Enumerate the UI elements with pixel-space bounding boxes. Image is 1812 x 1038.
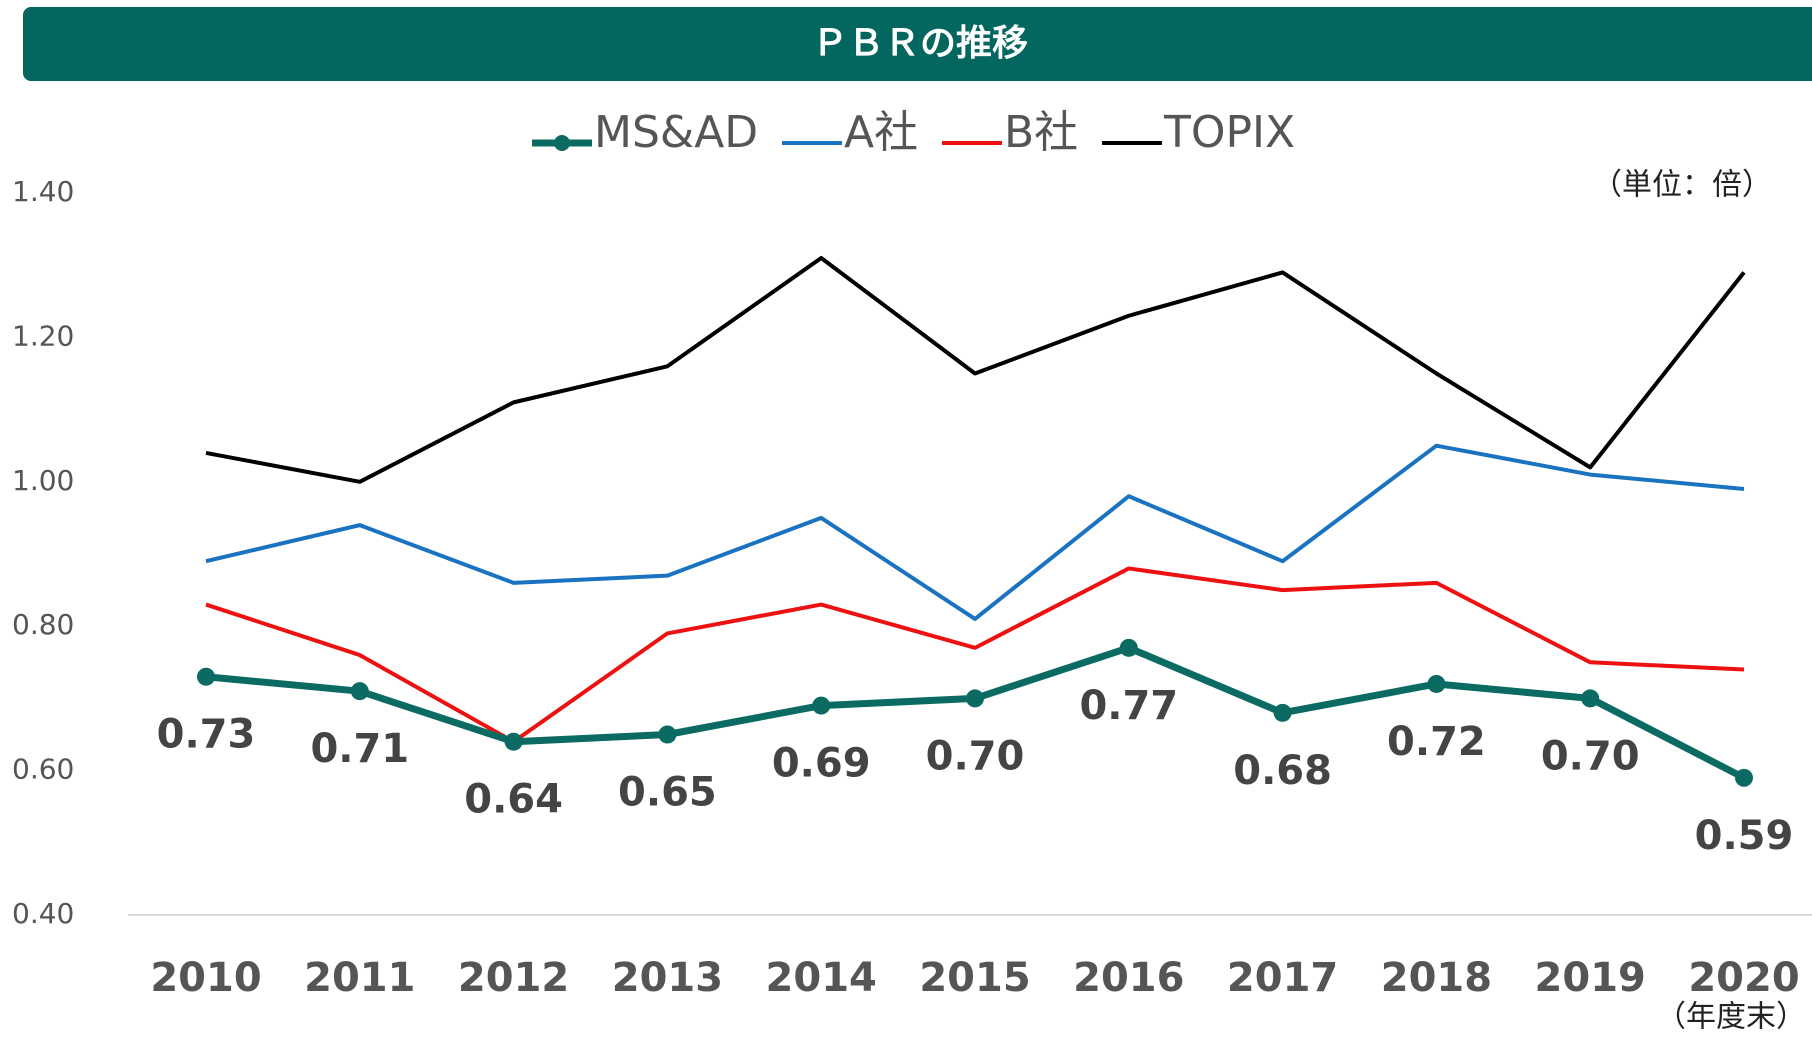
x-tick-label: 2016 <box>1073 955 1184 1001</box>
data-label: 0.70 <box>1541 733 1640 779</box>
chart-title: ＰＢＲの推移 <box>812 23 1028 64</box>
series-line <box>205 443 1745 621</box>
data-point <box>504 732 523 751</box>
data-point <box>1427 674 1446 693</box>
legend-label: A社 <box>844 107 918 158</box>
data-label: 0.59 <box>1695 813 1794 859</box>
x-tick-label: 2013 <box>612 955 723 1001</box>
y-tick-label: 1.20 <box>12 319 74 352</box>
x-tick-label: 2020 <box>1688 955 1799 1001</box>
data-label: 0.73 <box>157 712 256 758</box>
data-label: 0.65 <box>618 770 717 816</box>
data-point <box>197 667 215 686</box>
data-label: 0.64 <box>464 777 563 823</box>
data-point <box>1119 638 1138 657</box>
x-tick-label: 2014 <box>766 955 877 1001</box>
x-tick-label: 2018 <box>1381 955 1492 1001</box>
title-bar <box>23 7 1812 81</box>
y-tick-label: 0.60 <box>12 753 74 786</box>
x-tick-label: 2012 <box>458 955 569 1001</box>
data-point <box>1273 703 1292 722</box>
data-point <box>966 689 984 708</box>
x-tick-label: 2011 <box>304 955 415 1001</box>
x-tick-label: 2010 <box>150 955 261 1001</box>
legend-label: MS&AD <box>594 107 758 158</box>
legend-label: B社 <box>1004 107 1078 158</box>
data-label: 0.70 <box>926 733 1025 779</box>
x-note: （年度末） <box>1656 1000 1806 1035</box>
y-tick-label: 0.40 <box>12 897 74 930</box>
data-label: 0.68 <box>1233 748 1332 794</box>
data-point <box>812 696 831 715</box>
data-point <box>658 725 677 744</box>
data-point <box>350 682 369 701</box>
data-label: 0.71 <box>310 726 409 772</box>
x-tick-label: 2015 <box>919 955 1030 1001</box>
unit-note: （単位：倍） <box>1592 168 1772 203</box>
legend-marker <box>554 135 570 151</box>
x-tick-label: 2017 <box>1227 955 1338 1001</box>
y-tick-label: 1.40 <box>12 175 74 208</box>
x-tick-label: 2019 <box>1535 955 1646 1001</box>
data-label: 0.77 <box>1079 683 1178 729</box>
y-tick-label: 1.00 <box>12 464 74 497</box>
y-tick-label: 0.80 <box>12 608 74 641</box>
legend-label: TOPIX <box>1163 107 1295 158</box>
series-line <box>205 566 1745 744</box>
data-label: 0.69 <box>772 741 871 787</box>
data-point <box>1735 768 1753 787</box>
data-label: 0.72 <box>1387 719 1486 765</box>
series-line <box>205 255 1746 484</box>
data-point <box>1581 689 1600 708</box>
